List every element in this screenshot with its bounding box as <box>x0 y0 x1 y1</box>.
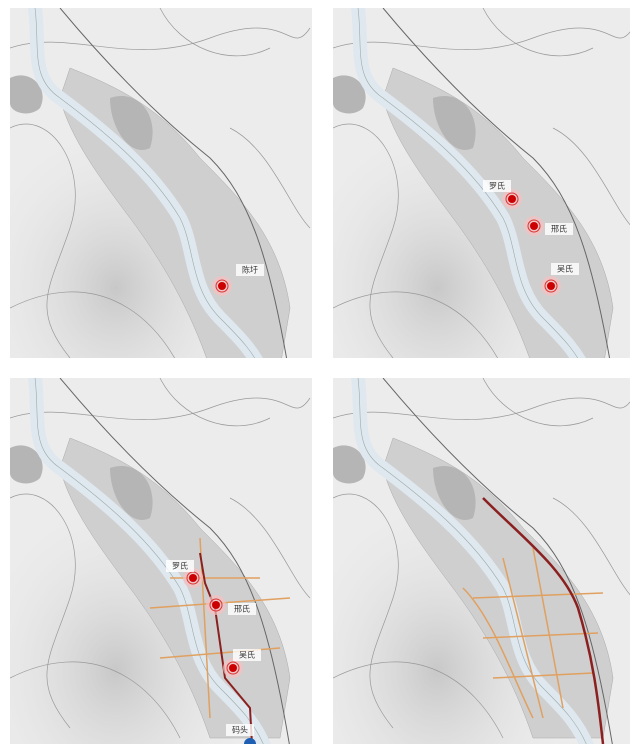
contour <box>159 8 271 57</box>
contour <box>333 291 498 358</box>
place-label: 罗氏 <box>489 182 505 191</box>
place-label: 码头 <box>232 725 248 735</box>
label-bg <box>228 603 256 615</box>
contour <box>482 8 594 57</box>
hills <box>10 75 153 150</box>
marker <box>229 664 237 672</box>
label-bg <box>483 180 511 192</box>
marker-ring <box>226 661 240 675</box>
road-network <box>462 547 604 719</box>
contour <box>10 493 76 729</box>
place-label: 吴氏 <box>557 265 573 274</box>
river-bank <box>357 378 587 744</box>
river-bank <box>34 378 264 744</box>
map-panel <box>333 378 630 744</box>
contour <box>333 493 399 729</box>
contour <box>159 378 271 427</box>
contour <box>333 27 630 50</box>
marker <box>508 195 516 203</box>
map-panel: 陈圩 <box>10 8 312 358</box>
marker-ring <box>215 279 229 293</box>
contour <box>333 661 504 739</box>
marker <box>530 222 538 230</box>
marker <box>189 574 197 582</box>
place-label: 罗氏 <box>172 562 188 571</box>
hills <box>333 445 476 520</box>
marker <box>218 282 226 290</box>
historic-route <box>199 552 253 744</box>
main-axis <box>482 497 605 744</box>
main-road <box>382 378 613 744</box>
marker-ring <box>505 192 519 206</box>
contour <box>229 127 311 229</box>
main-road <box>59 8 288 358</box>
contour <box>10 123 76 358</box>
river-bank <box>357 8 579 358</box>
place-label: 陈圩 <box>242 265 258 275</box>
contour <box>333 123 399 358</box>
hills <box>333 75 476 150</box>
pier <box>244 738 256 744</box>
marker-ring <box>544 279 558 293</box>
label-bg <box>226 724 254 736</box>
contour <box>10 291 175 358</box>
contour <box>10 661 181 739</box>
marker <box>547 282 555 290</box>
river-bank <box>34 8 256 358</box>
contour <box>10 27 311 50</box>
contour <box>552 497 630 596</box>
place-label: 邢氏 <box>551 225 567 234</box>
label-bg <box>233 649 261 661</box>
main-road <box>59 378 290 744</box>
contour <box>333 397 630 420</box>
label-bg <box>166 560 194 572</box>
marker-ring <box>527 219 541 233</box>
contour <box>552 127 630 226</box>
label-bg <box>551 263 579 275</box>
contour <box>482 378 594 427</box>
main-road <box>382 8 611 358</box>
label-bg <box>236 264 264 276</box>
contour <box>10 397 311 420</box>
hills <box>10 445 153 520</box>
place-label: 邢氏 <box>234 605 250 614</box>
marker-ring <box>209 598 223 612</box>
marker <box>212 601 220 609</box>
place-label: 吴氏 <box>239 651 255 660</box>
contour <box>229 497 311 599</box>
label-bg <box>545 223 573 235</box>
